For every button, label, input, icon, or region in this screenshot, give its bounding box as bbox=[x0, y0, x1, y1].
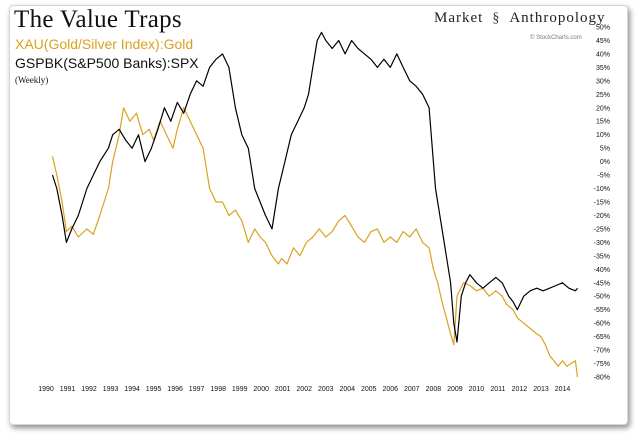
y-tick-label: 45% bbox=[596, 38, 610, 45]
x-tick-label: 2001 bbox=[275, 386, 291, 393]
x-tick-label: 2005 bbox=[361, 386, 377, 393]
chart-title: The Value Traps bbox=[14, 6, 182, 33]
x-tick-label: 2004 bbox=[340, 386, 356, 393]
x-tick-label: 1999 bbox=[232, 386, 248, 393]
chart-frame bbox=[9, 5, 628, 425]
y-axis: 50% 45% 40% 35% 30% 25% 20% 15% 10% 5% 0% -5% -10% -1… bbox=[594, 25, 610, 382]
x-tick-label: 1997 bbox=[189, 386, 205, 393]
y-tick-label: -50% bbox=[594, 294, 610, 301]
x-tick-label: 2002 bbox=[296, 386, 312, 393]
y-tick-label: -75% bbox=[594, 361, 610, 368]
y-tick-label: 20% bbox=[596, 105, 610, 112]
y-tick-label: -40% bbox=[594, 267, 610, 274]
period-label: (Weekly) bbox=[15, 75, 49, 85]
y-tick-label: -20% bbox=[594, 213, 610, 220]
y-tick-label: 30% bbox=[596, 78, 610, 85]
series-line-xau bbox=[51, 107, 579, 378]
y-tick-label: 10% bbox=[596, 132, 610, 139]
y-tick-label: -60% bbox=[594, 321, 610, 328]
dna-helix-icon: § bbox=[492, 11, 501, 26]
x-tick-label: 1996 bbox=[167, 386, 183, 393]
y-tick-label: -30% bbox=[594, 240, 610, 247]
y-tick-label: -5% bbox=[598, 173, 610, 180]
y-tick-label: -15% bbox=[594, 200, 610, 207]
y-tick-label: -10% bbox=[594, 186, 610, 193]
series-layer bbox=[51, 31, 579, 378]
y-tick-label: -25% bbox=[594, 226, 610, 233]
x-tick-label: 1994 bbox=[124, 386, 140, 393]
x-tick-label: 1995 bbox=[146, 386, 162, 393]
y-tick-label: -65% bbox=[594, 334, 610, 341]
y-tick-label: -45% bbox=[594, 280, 610, 287]
brand-logo: Market § Anthropology bbox=[434, 10, 606, 27]
series-label-xau: XAU(Gold/Silver Index):Gold bbox=[15, 36, 194, 52]
series-label-banks: GSPBK(S&P500 Banks):SPX bbox=[15, 55, 199, 71]
y-tick-label: -80% bbox=[594, 375, 610, 382]
brand-left: Market bbox=[434, 10, 484, 26]
stockcharts-credit: © StockCharts.com bbox=[530, 35, 582, 41]
y-tick-label: 5% bbox=[600, 146, 610, 153]
x-tick-label: 2007 bbox=[404, 386, 420, 393]
x-tick-label: 2000 bbox=[253, 386, 269, 393]
x-tick-label: 2008 bbox=[426, 386, 442, 393]
x-axis: 1990 1991 1992 1993 1994 1995 1996 1997 1998 1999… bbox=[38, 386, 570, 393]
x-tick-label: 1998 bbox=[210, 386, 226, 393]
y-tick-label: 25% bbox=[596, 92, 610, 99]
x-tick-label: 2011 bbox=[490, 386, 505, 393]
x-tick-label: 1991 bbox=[60, 386, 76, 393]
y-tick-label: 0% bbox=[600, 159, 610, 166]
x-tick-label: 1990 bbox=[38, 386, 54, 393]
y-tick-label: 15% bbox=[596, 119, 610, 126]
x-tick-label: 2009 bbox=[447, 386, 463, 393]
x-tick-label: 2014 bbox=[555, 386, 571, 393]
y-tick-label: -55% bbox=[594, 307, 610, 314]
y-tick-label: -35% bbox=[594, 253, 610, 260]
x-tick-label: 1993 bbox=[103, 386, 119, 393]
y-tick-label: 50% bbox=[596, 25, 610, 32]
y-tick-label: 40% bbox=[596, 51, 610, 58]
x-tick-label: 1992 bbox=[81, 386, 97, 393]
x-tick-label: 2013 bbox=[533, 386, 549, 393]
x-tick-label: 2006 bbox=[383, 386, 399, 393]
x-tick-label: 2012 bbox=[512, 386, 528, 393]
y-tick-label: -70% bbox=[594, 348, 610, 355]
brand-right: Anthropology bbox=[509, 10, 606, 26]
y-tick-label: 35% bbox=[596, 65, 610, 72]
x-tick-label: 2010 bbox=[469, 386, 485, 393]
series-line-banks bbox=[51, 31, 578, 343]
x-tick-label: 2003 bbox=[318, 386, 334, 393]
